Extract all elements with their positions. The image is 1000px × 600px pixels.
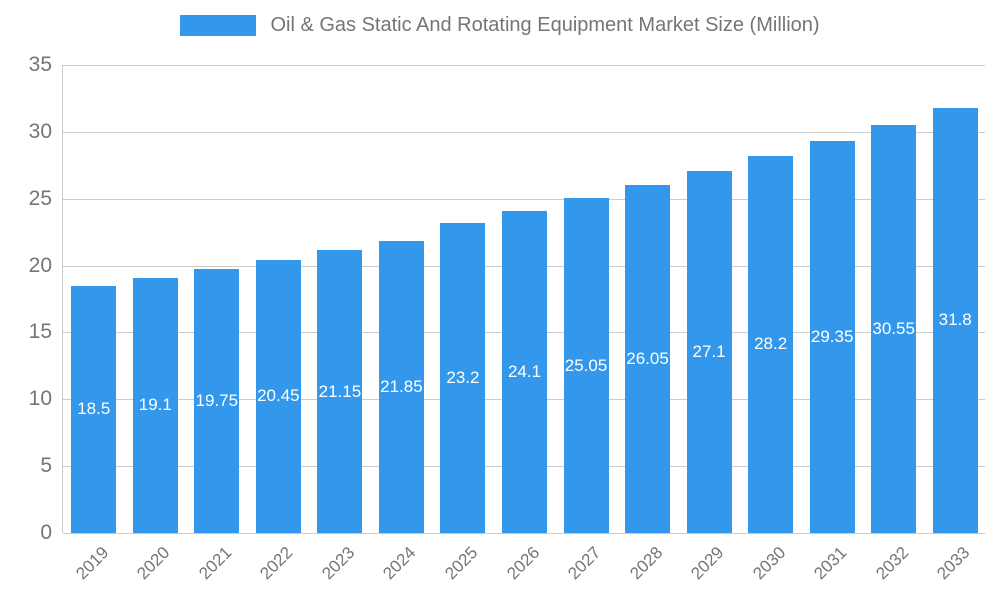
bar[interactable] [317, 250, 363, 533]
bar-value-label: 31.8 [938, 310, 972, 330]
bar-value-label: 27.1 [692, 341, 726, 361]
bar[interactable] [378, 240, 424, 533]
y-axis-tick-label: 10 [28, 387, 52, 411]
y-axis-tick-label: 5 [40, 454, 52, 478]
bar-value-label: 21.85 [380, 376, 423, 396]
bar[interactable] [871, 124, 917, 533]
y-axis-tick-label: 35 [28, 53, 52, 76]
bar-value-label: 19.1 [138, 395, 172, 415]
bar-value-label: 21.15 [318, 381, 362, 401]
bar[interactable] [194, 268, 240, 533]
y-axis-tick-label: 25 [28, 186, 52, 210]
y-axis-tick-label: 0 [40, 521, 52, 544]
bar-value-label: 20.45 [257, 386, 300, 406]
bar[interactable] [440, 222, 486, 533]
gridline [63, 533, 985, 534]
y-axis-tick-label: 30 [28, 119, 52, 143]
bar[interactable] [809, 140, 855, 533]
bar-value-label: 25.05 [564, 355, 608, 375]
chart-title: Oil & Gas Static And Rotating Equipment … [270, 14, 820, 36]
plot-area: 18.5 19.1 19.75 20.45 21.15 21.85 23.2 24.1 25.0… [62, 65, 985, 534]
gridline [63, 131, 985, 133]
bar[interactable] [932, 107, 978, 533]
gridline [63, 65, 985, 66]
bar-value-label: 24.1 [507, 361, 542, 381]
bar-value-label: 26.05 [626, 348, 669, 368]
bar[interactable] [71, 285, 117, 533]
bar-value-label: 28.2 [754, 334, 788, 354]
bar[interactable] [686, 170, 732, 533]
bar[interactable] [748, 155, 794, 533]
x-axis-tick-label: 2019 [72, 543, 113, 584]
y-axis-tick-label: 15 [28, 320, 52, 344]
y-axis-tick-label: 20 [28, 253, 52, 277]
bar[interactable] [563, 198, 609, 533]
bar-value-label: 18.5 [77, 399, 111, 419]
gridline [63, 198, 985, 200]
chart-legend: Oil & Gas Static And Rotating Equipment … [0, 14, 1000, 37]
bar-value-label: 30.55 [872, 318, 915, 338]
bar-value-label: 19.75 [195, 390, 239, 410]
bar[interactable] [132, 277, 178, 533]
legend-color-swatch [180, 15, 257, 36]
bar-value-label: 23.2 [446, 367, 480, 387]
bar[interactable] [255, 259, 301, 533]
bar[interactable] [502, 210, 547, 533]
bar[interactable] [625, 184, 671, 533]
bar-value-label: 29.35 [810, 326, 854, 346]
